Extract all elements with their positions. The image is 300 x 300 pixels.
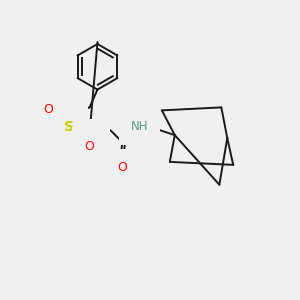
Text: NH: NH <box>130 120 148 133</box>
Text: O: O <box>43 103 53 116</box>
Text: N: N <box>85 133 96 147</box>
Text: S: S <box>64 120 74 134</box>
Text: O: O <box>117 161 127 174</box>
Text: O: O <box>85 140 94 152</box>
